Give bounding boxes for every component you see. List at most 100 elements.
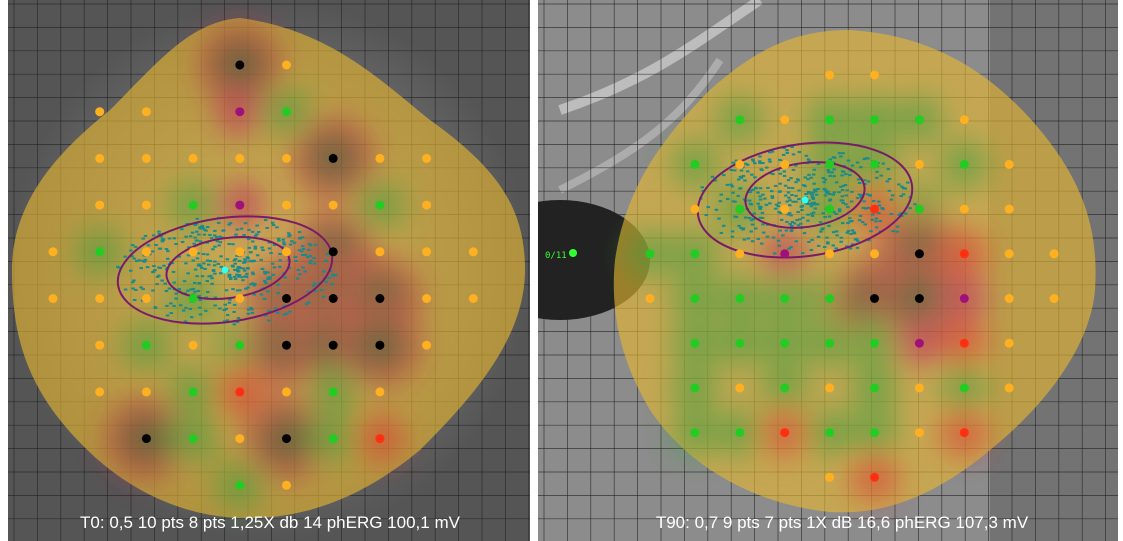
stimulus-point xyxy=(189,201,198,210)
fixation-point xyxy=(269,252,273,254)
stimulus-point xyxy=(780,428,789,437)
stimulus-point xyxy=(189,154,198,163)
fixation-point xyxy=(288,234,292,236)
fixation-point xyxy=(197,265,201,267)
fixation-point xyxy=(219,255,223,257)
fixation-point xyxy=(864,223,868,225)
fixation-point xyxy=(856,162,860,164)
fixation-point xyxy=(129,270,133,272)
fixation-point xyxy=(194,269,198,271)
stimulus-point xyxy=(646,249,655,258)
fixation-point xyxy=(852,231,856,233)
stimulus-point xyxy=(329,154,338,163)
stimulus-point xyxy=(142,107,151,116)
fixation-point xyxy=(210,277,214,279)
fixation-point xyxy=(231,288,235,290)
fixation-point xyxy=(177,288,181,290)
fixation-point xyxy=(849,220,853,222)
fixation-point xyxy=(251,240,255,242)
fixation-point xyxy=(810,239,814,241)
fixation-point xyxy=(330,283,334,285)
fixation-point xyxy=(174,243,178,245)
fixation-point xyxy=(812,198,816,200)
fixation-point xyxy=(743,239,747,241)
fixation-point xyxy=(847,160,851,162)
stimulus-point xyxy=(375,341,384,350)
fixation-point xyxy=(207,264,211,266)
fixation-point xyxy=(759,217,763,219)
fixation-point xyxy=(313,263,317,265)
fixation-point xyxy=(731,185,735,187)
fixation-point xyxy=(233,276,237,278)
stimulus-point xyxy=(282,434,291,443)
fixation-point xyxy=(226,314,230,316)
fixation-point xyxy=(811,196,815,198)
fixation-point xyxy=(267,319,271,321)
fixation-point xyxy=(247,309,251,311)
fixation-point xyxy=(838,210,842,212)
stimulus-point xyxy=(95,294,104,303)
fixation-point xyxy=(746,170,750,172)
fixation-point xyxy=(823,246,827,248)
fixation-point xyxy=(856,240,860,242)
fixation-point xyxy=(848,217,852,219)
fixation-point xyxy=(141,260,145,262)
fixation-point xyxy=(763,198,767,200)
fixation-point xyxy=(124,289,128,291)
fixation-point xyxy=(906,182,910,184)
stimulus-point xyxy=(235,154,244,163)
fixation-point xyxy=(765,204,769,206)
fixation-point xyxy=(739,187,743,189)
stimulus-point xyxy=(189,294,198,303)
fixation-point xyxy=(139,286,143,288)
fixation-point xyxy=(276,312,280,314)
fixation-point xyxy=(249,307,253,309)
fixation-point xyxy=(155,283,159,285)
stimulus-point xyxy=(422,294,431,303)
fixation-point xyxy=(184,307,188,309)
fixation-point xyxy=(726,184,730,186)
stimulus-point xyxy=(870,205,879,214)
stimulus-point xyxy=(142,154,151,163)
fixation-point xyxy=(165,290,169,292)
fixation-point xyxy=(879,175,883,177)
fixation-point xyxy=(896,231,900,233)
fixation-point xyxy=(260,247,264,249)
fixation-point xyxy=(213,246,217,248)
fixation-point xyxy=(743,180,747,182)
fixation-point xyxy=(221,230,225,232)
stimulus-point xyxy=(870,294,879,303)
fixation-point xyxy=(835,181,839,183)
fixation-point xyxy=(770,190,774,192)
fixation-point xyxy=(206,253,210,255)
fixation-point xyxy=(204,310,208,312)
fixation-point xyxy=(141,238,145,240)
stimulus-point xyxy=(870,339,879,348)
fixation-point xyxy=(254,248,258,250)
stimulus-point xyxy=(375,154,384,163)
stimulus-point xyxy=(870,383,879,392)
fixation-point xyxy=(210,237,214,239)
fixation-point xyxy=(212,270,216,272)
fixation-point xyxy=(296,278,300,280)
fixation-point xyxy=(129,250,133,252)
fixation-point xyxy=(268,247,272,249)
fixation-point xyxy=(772,237,776,239)
fixation-center xyxy=(222,267,229,274)
stimulus-point xyxy=(1005,383,1014,392)
stimulus-point xyxy=(329,387,338,396)
fixation-point xyxy=(828,200,832,202)
fixation-point xyxy=(326,253,330,255)
fixation-point xyxy=(729,184,733,186)
fixation-point xyxy=(785,221,789,223)
fixation-point xyxy=(823,216,827,218)
fixation-point xyxy=(151,250,155,252)
fixation-point xyxy=(307,301,311,303)
fixation-point xyxy=(805,155,809,157)
fixation-point xyxy=(327,277,331,279)
fixation-point xyxy=(787,179,791,181)
stimulus-point xyxy=(282,387,291,396)
stimulus-point xyxy=(960,115,969,124)
fixation-point xyxy=(740,170,744,172)
fixation-point xyxy=(132,279,136,281)
